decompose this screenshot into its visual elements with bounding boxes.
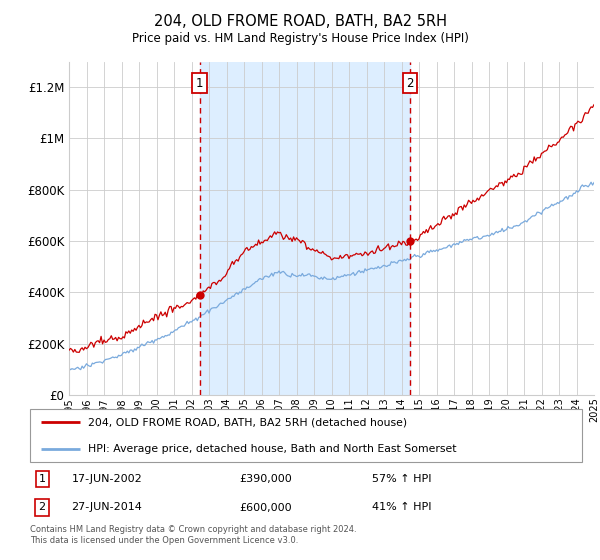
Text: £600,000: £600,000 [240,502,292,512]
Text: 204, OLD FROME ROAD, BATH, BA2 5RH (detached house): 204, OLD FROME ROAD, BATH, BA2 5RH (deta… [88,417,407,427]
Text: 57% ↑ HPI: 57% ↑ HPI [372,474,432,484]
Text: 1: 1 [38,474,46,484]
Bar [200,62,410,395]
FancyBboxPatch shape [30,409,582,462]
Text: 41% ↑ HPI: 41% ↑ HPI [372,502,432,512]
Text: 2: 2 [38,502,46,512]
Text: Price paid vs. HM Land Registry's House Price Index (HPI): Price paid vs. HM Land Registry's House … [131,32,469,45]
Text: 204, OLD FROME ROAD, BATH, BA2 5RH: 204, OLD FROME ROAD, BATH, BA2 5RH [154,14,446,29]
Text: 27-JUN-2014: 27-JUN-2014 [71,502,142,512]
Text: Contains HM Land Registry data © Crown copyright and database right 2024.
This d: Contains HM Land Registry data © Crown c… [30,525,356,545]
Text: 1: 1 [196,77,203,90]
Text: 2: 2 [406,77,413,90]
Text: 17-JUN-2002: 17-JUN-2002 [71,474,142,484]
Text: £390,000: £390,000 [240,474,293,484]
Text: HPI: Average price, detached house, Bath and North East Somerset: HPI: Average price, detached house, Bath… [88,444,457,454]
